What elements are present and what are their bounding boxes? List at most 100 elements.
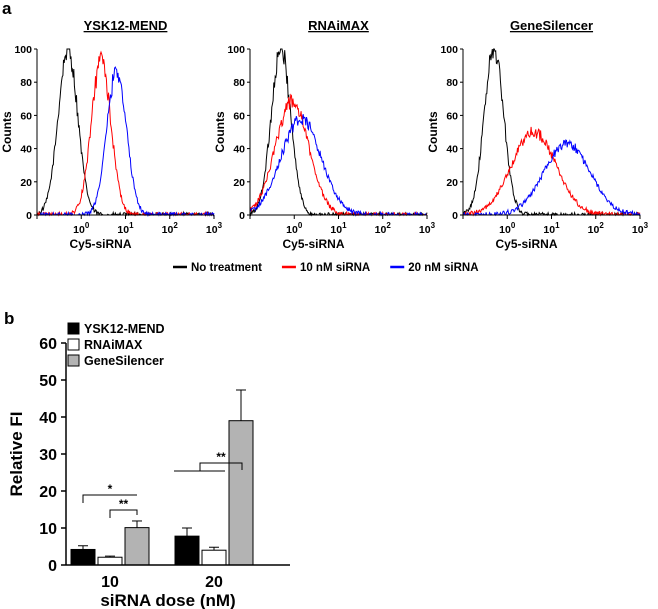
y-tick-label: 50 xyxy=(39,373,57,390)
x-axis-label: Cy5-siRNA xyxy=(282,237,344,251)
legend-swatch xyxy=(67,338,80,351)
x-tick-label-base: 10 xyxy=(543,224,555,236)
x-tick-label-sup: 1 xyxy=(342,221,347,230)
histogram-title: RNAiMAX xyxy=(308,18,369,33)
legend-item-20-nm-sirna: 20 nM siRNA xyxy=(390,262,479,274)
bar-ysk12-mend-20 xyxy=(174,535,200,566)
x-tick-label-base: 10 xyxy=(162,224,174,236)
y-tick-label: 60 xyxy=(39,336,57,353)
y-tick-label: 60 xyxy=(20,110,32,122)
error-bar-ysk12-mend-20 xyxy=(182,527,192,537)
error-bar-rnaimax-20 xyxy=(209,546,219,551)
x-tick-label: 100 xyxy=(73,221,90,236)
histogram-title: GeneSilencer xyxy=(510,18,593,33)
significance-bracket-line xyxy=(199,462,243,471)
significance-bracket-line xyxy=(109,509,138,518)
significance-label: * xyxy=(108,482,113,496)
y-tick-label: 0 xyxy=(452,210,458,222)
x-axis-label: siRNA dose (nM) xyxy=(100,591,235,609)
x-tick-label-sup: 3 xyxy=(644,221,649,230)
x-tick-label-20: 20 xyxy=(205,574,223,591)
x-tick-label: 100 xyxy=(499,221,516,236)
x-tick-label-base: 10 xyxy=(73,224,85,236)
panel-b: 10 20 0 10 20 30 40 50 60 siRNA dose (nM) Relative… xyxy=(7,322,290,609)
error-bar-genesilencer-10 xyxy=(132,520,142,528)
bar-genesilencer-20 xyxy=(228,420,254,566)
series-line-10-nm-sirna xyxy=(249,93,428,217)
series-line-no-treatment xyxy=(462,48,641,217)
y-tick-label: 80 xyxy=(233,77,245,89)
bar-genesilencer-10 xyxy=(124,527,150,566)
y-tick-label: 40 xyxy=(20,144,32,156)
bar-ysk12-mend-10 xyxy=(70,548,96,566)
legend-label: 10 nM siRNA xyxy=(300,262,370,274)
y-tick-label: 0 xyxy=(26,210,32,222)
y-tick-label: 100 xyxy=(440,44,458,56)
y-tick-label: 0 xyxy=(48,558,57,575)
legend-item-genesilencer: GeneSilencer xyxy=(67,354,164,368)
x-tick-label: 103 xyxy=(632,221,649,236)
x-tick-label-base: 10 xyxy=(330,224,342,236)
panel-b-label: b xyxy=(4,309,14,328)
x-tick-label-sup: 3 xyxy=(431,221,436,230)
x-axis-label: Cy5-siRNA xyxy=(69,237,131,251)
series-line-no-treatment xyxy=(249,48,428,217)
legend-label: No treatment xyxy=(191,262,262,274)
y-tick-label: 60 xyxy=(233,110,245,122)
x-tick-label: 101 xyxy=(117,221,134,236)
x-tick-label-sup: 1 xyxy=(129,221,134,230)
x-tick-label: 102 xyxy=(162,221,179,236)
x-tick-label-sup: 0 xyxy=(298,221,303,230)
x-tick-label-base: 10 xyxy=(588,224,600,236)
legend-swatch xyxy=(67,354,80,367)
significance-20-combined: ** xyxy=(174,450,243,472)
y-tick-label: 40 xyxy=(233,144,245,156)
bar-rnaimax-20 xyxy=(201,549,227,566)
significance-10-rnaimax-vs-genesilencer: ** xyxy=(109,497,138,518)
significance-label: ** xyxy=(119,497,129,511)
x-tick-label: 101 xyxy=(543,221,560,236)
y-tick-label: 100 xyxy=(14,44,32,56)
y-tick-label: 100 xyxy=(227,44,245,56)
x-tick-label: 100 xyxy=(286,221,303,236)
y-tick-label: 30 xyxy=(39,447,57,464)
y-tick-label: 80 xyxy=(20,77,32,89)
x-tick-label-sup: 2 xyxy=(386,221,391,230)
y-axis-label: Counts xyxy=(426,111,440,153)
x-tick-label: 102 xyxy=(588,221,605,236)
y-tick-label: 20 xyxy=(446,177,458,189)
y-tick-label: 20 xyxy=(20,177,32,189)
legend-label: YSK12-MEND xyxy=(84,322,165,336)
x-tick-label: 103 xyxy=(419,221,436,236)
y-tick-label: 10 xyxy=(39,521,57,538)
y-tick-label: 40 xyxy=(446,144,458,156)
significance-bracket-line xyxy=(82,494,137,503)
x-tick-label-base: 10 xyxy=(375,224,387,236)
significance-10-ysk-vs-genesilencer: * xyxy=(82,482,137,503)
x-tick-label-base: 10 xyxy=(419,224,431,236)
x-tick-label: 103 xyxy=(206,221,223,236)
y-axis-label: Counts xyxy=(213,111,227,153)
x-tick-label-base: 10 xyxy=(632,224,644,236)
y-tick-label: 40 xyxy=(39,410,57,427)
legend-label: 20 nM siRNA xyxy=(408,262,478,274)
legend-item-10-nm-sirna: 10 nM siRNA xyxy=(281,262,370,274)
legend-label: GeneSilencer xyxy=(84,354,164,368)
x-tick-label-sup: 1 xyxy=(555,221,560,230)
series-line-no-treatment xyxy=(36,48,215,217)
y-axis-label: Counts xyxy=(0,111,14,153)
error-bar-rnaimax-10 xyxy=(105,555,115,558)
x-tick-label-sup: 2 xyxy=(599,221,604,230)
histogram-title: YSK12-MEND xyxy=(84,18,168,33)
bar-rnaimax-10 xyxy=(97,556,123,566)
series-line-20-nm-sirna xyxy=(249,114,427,217)
series-line-10-nm-sirna xyxy=(463,126,641,217)
x-tick-label-sup: 0 xyxy=(85,221,90,230)
histogram-legend: No treatment 10 nM siRNA 20 nM siRNA xyxy=(173,262,479,274)
legend-item-ysk12-mend: YSK12-MEND xyxy=(67,322,165,336)
y-tick-label: 0 xyxy=(239,210,245,222)
x-tick-label-base: 10 xyxy=(286,224,298,236)
